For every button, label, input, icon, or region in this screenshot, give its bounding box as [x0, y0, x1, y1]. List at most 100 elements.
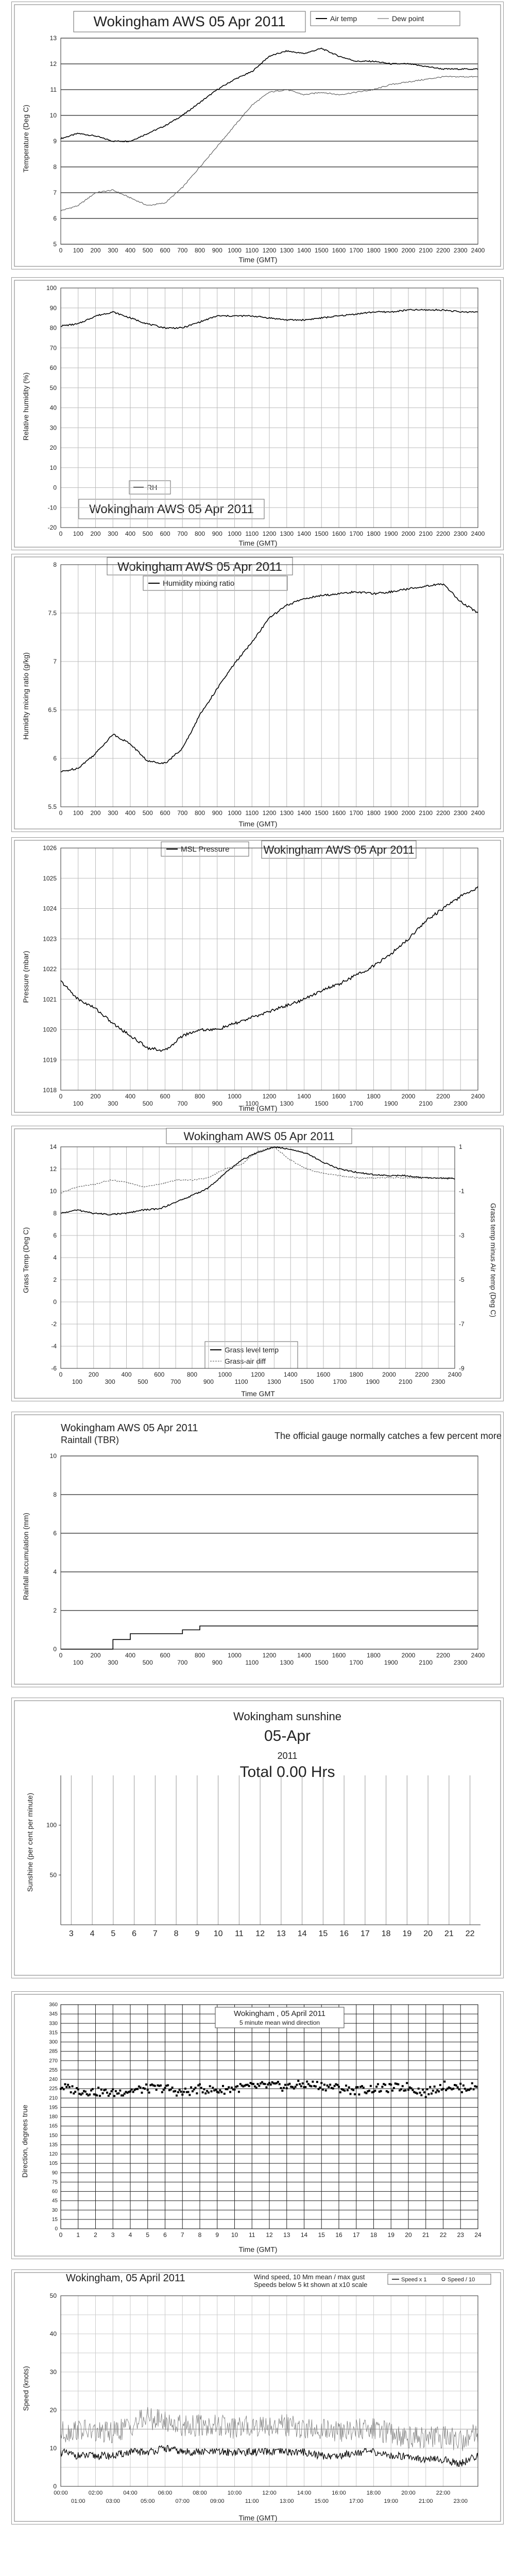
x-tick-label: 08:00 [193, 2490, 207, 2496]
direction-point [96, 2094, 98, 2097]
x-tick-label: 1900 [384, 530, 398, 537]
x-tick-label: 6 [163, 2231, 167, 2239]
y-tick-label: 4 [53, 1568, 57, 1575]
x-tick-label: 1900 [366, 1378, 380, 1385]
y-tick-label: 0 [55, 2226, 58, 2232]
wind-direction-chart: Direction, degrees true Time (GMT) 01530… [14, 1994, 501, 2257]
x-tick-label: 1300 [280, 530, 294, 537]
x-tick-label: 200 [90, 1652, 100, 1659]
direction-point [185, 2091, 188, 2093]
x-tick-label: 1600 [332, 809, 346, 817]
x-tick-label: 2200 [436, 1093, 450, 1100]
direction-point [81, 2092, 84, 2095]
y-tick-label: 12 [50, 1165, 57, 1173]
x-tick-label: 2100 [419, 530, 433, 537]
x-tick-label: 21:00 [419, 2498, 433, 2504]
x-tick-label: 18 [382, 1929, 391, 1938]
x-tick-label: 1800 [367, 1093, 381, 1100]
direction-point [116, 2092, 118, 2095]
direction-point [75, 2087, 78, 2090]
x-tick-label: 300 [108, 1100, 118, 1107]
x-tick-label: 1900 [384, 1659, 398, 1666]
x-tick-label: 1800 [367, 1652, 381, 1659]
direction-point [335, 2083, 337, 2086]
direction-point [308, 2084, 311, 2087]
direction-point [471, 2082, 473, 2084]
x-tick-label: 15:00 [314, 2498, 329, 2504]
direction-point [191, 2090, 194, 2093]
direction-point [142, 2087, 145, 2090]
x-tick-label: 1200 [263, 1093, 277, 1100]
x-tick-label: 2000 [402, 1652, 416, 1659]
y-axis-label: Temperature (Deg C) [22, 105, 30, 173]
direction-point [62, 2088, 65, 2091]
chart-panel-sunshine: Wokingham sunshine 05-Apr 2011 Total 0.0… [11, 1698, 504, 1978]
x-tick-label: 1300 [280, 1659, 294, 1666]
x-tick-label: 1300 [267, 1378, 281, 1385]
x-tick-label: 2200 [415, 1371, 429, 1378]
direction-point [83, 2090, 85, 2092]
direction-point [431, 2092, 433, 2095]
direction-point [146, 2089, 149, 2091]
direction-point [219, 2089, 221, 2092]
x-tick-label: 2200 [436, 247, 450, 254]
plot-area [60, 1455, 478, 1650]
x-axis-label: Time (GMT) [239, 539, 278, 547]
x-tick-label: 800 [195, 1093, 205, 1100]
temperature-chart: Wokingham AWS 05 Apr 2011 Air temp Dew p… [14, 4, 501, 267]
y-tick-label: 1026 [43, 844, 57, 852]
direction-point [70, 2091, 72, 2094]
y-tick-label: 100 [46, 1822, 57, 1829]
direction-point [78, 2093, 81, 2095]
x-tick-label: 1700 [349, 809, 363, 817]
direction-point [362, 2087, 365, 2089]
title-box [215, 2007, 345, 2028]
x-tick-label: 1600 [332, 1652, 346, 1659]
wind-speed-chart: Wokingham, 05 April 2011 Wind speed, 10 … [14, 2272, 501, 2522]
y-tick-label: 0 [53, 2483, 57, 2490]
direction-point [73, 2092, 75, 2095]
y-tick-label: 8 [53, 163, 57, 171]
x-tick-label: 20 [405, 2231, 412, 2239]
chart-subtitle-1: Wind speed, 10 Mm mean / max gust [254, 2273, 365, 2281]
plot-area [60, 38, 478, 245]
direction-point [356, 2086, 359, 2089]
direction-point [348, 2086, 350, 2089]
y-tick-label: 40 [50, 404, 57, 412]
x-tick-label: 1400 [284, 1371, 298, 1378]
y-tick-label: 4 [53, 1254, 57, 1261]
x-tick-label: 2400 [448, 1371, 462, 1378]
direction-point [374, 2090, 376, 2092]
y-tick-label: 360 [49, 2002, 58, 2008]
x-tick-label: 23:00 [453, 2498, 468, 2504]
y-axis-label: Sunshine (per cent per minute) [26, 1793, 34, 1892]
direction-point [155, 2089, 158, 2091]
direction-point [300, 2085, 302, 2088]
direction-point [400, 2088, 402, 2091]
x-tick-label: 900 [212, 1100, 222, 1107]
x-tick-label: 05:00 [141, 2498, 155, 2504]
y-tick-label: -4 [51, 1343, 57, 1350]
y-tick-label: 315 [49, 2030, 58, 2036]
direction-point [396, 2082, 398, 2085]
y-tick-label: 255 [49, 2067, 58, 2073]
x-tick-label: 14:00 [297, 2490, 312, 2496]
x-tick-label: 5 [111, 1929, 115, 1938]
direction-point [67, 2083, 70, 2086]
x-tick-label: 500 [143, 1659, 153, 1666]
direction-point [133, 2089, 136, 2091]
direction-point [419, 2091, 421, 2094]
x-tick-label: 400 [121, 1371, 131, 1378]
direction-point [61, 2087, 63, 2089]
direction-point [77, 2088, 79, 2091]
direction-point [436, 2089, 439, 2092]
y-tick-label: 30 [52, 2208, 58, 2213]
direction-point [465, 2089, 468, 2092]
direction-point [91, 2088, 94, 2090]
y-tick-label: 30 [50, 424, 57, 431]
x-tick-label: 100 [73, 1100, 83, 1107]
direction-point [454, 2083, 456, 2086]
x-tick-label: 22:00 [436, 2490, 451, 2496]
x-tick-label: 600 [160, 809, 170, 817]
direction-point [201, 2091, 204, 2094]
